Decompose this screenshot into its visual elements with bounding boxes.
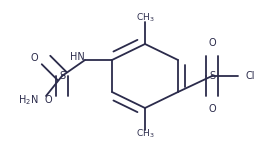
Text: CH$_3$: CH$_3$ [136, 12, 154, 24]
Text: Cl: Cl [245, 71, 254, 81]
Text: O: O [44, 95, 52, 105]
Text: CH$_3$: CH$_3$ [136, 127, 154, 140]
Text: O: O [208, 38, 216, 48]
Text: HN: HN [70, 52, 85, 62]
Text: S: S [209, 71, 215, 81]
Text: O: O [208, 104, 216, 114]
Text: S: S [59, 71, 65, 81]
Text: H$_2$N: H$_2$N [17, 93, 38, 107]
Text: O: O [30, 53, 38, 63]
